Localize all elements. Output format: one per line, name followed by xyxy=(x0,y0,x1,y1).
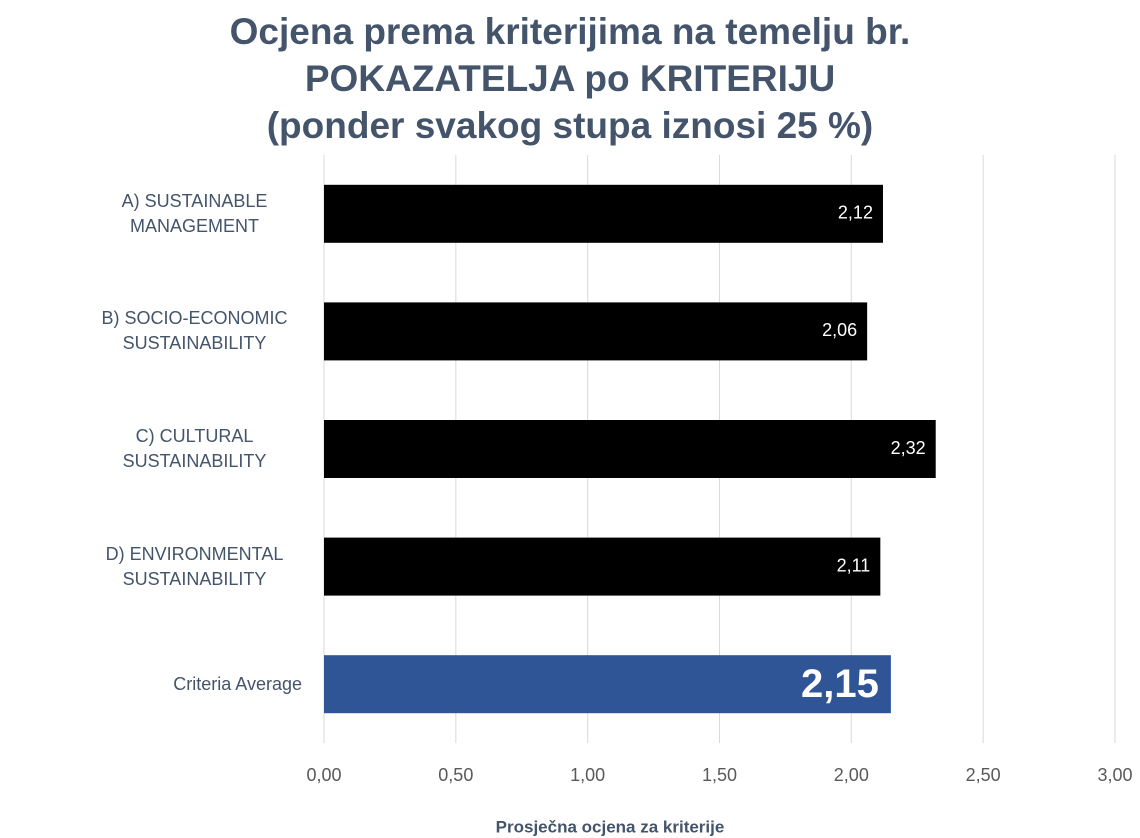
category-label-box: B) SOCIO-ECONOMIC SUSTAINABILITY xyxy=(0,301,302,361)
x-tick-label: 2,50 xyxy=(966,765,1001,785)
data-label: 2,32 xyxy=(891,438,926,458)
data-label: 2,06 xyxy=(822,320,857,340)
x-tick-label: 3,00 xyxy=(1097,765,1132,785)
x-axis-label: Prosječna ocjena za kriterije xyxy=(496,817,725,836)
x-tick-label: 2,00 xyxy=(834,765,869,785)
title-line: Ocjena prema kriterijima na temelju br. xyxy=(229,11,911,52)
category-label-box: Criteria Average xyxy=(0,654,302,714)
bar xyxy=(324,184,883,243)
x-tick-label: 0,50 xyxy=(438,765,473,785)
data-label: 2,12 xyxy=(838,203,873,223)
category-label-box: A) SUSTAINABLE MANAGEMENT xyxy=(0,184,302,244)
y-tick-label: B) SOCIO-ECONOMIC SUSTAINABILITY xyxy=(101,308,288,354)
bar xyxy=(324,537,881,596)
y-tick-label: Criteria Average xyxy=(173,673,302,694)
category-label-box: C) CULTURAL SUSTAINABILITY xyxy=(0,419,302,479)
title-line: (ponder svakog stupa iznosi 25 %) xyxy=(266,105,874,146)
data-label: 2,15 xyxy=(801,662,879,706)
title-line: POKAZATELJA po KRITERIJU xyxy=(304,58,836,99)
chart-title: Ocjena prema kriterijima na temelju br. … xyxy=(0,8,1140,149)
bar xyxy=(324,420,936,478)
data-label: 2,11 xyxy=(837,555,871,575)
x-tick-label: 1,00 xyxy=(570,765,605,785)
y-tick-label: D) ENVIRONMENTAL SUSTAINABILITY xyxy=(105,543,284,589)
x-tick-label: 1,50 xyxy=(702,765,737,785)
category-label-box: D) ENVIRONMENTAL SUSTAINABILITY xyxy=(0,537,302,597)
bar xyxy=(324,302,868,361)
x-tick-label: 0,00 xyxy=(306,765,341,785)
y-tick-label: C) CULTURAL SUSTAINABILITY xyxy=(122,426,267,471)
bar xyxy=(324,655,891,714)
y-tick-label: A) SUSTAINABLE MANAGEMENT xyxy=(121,190,268,236)
